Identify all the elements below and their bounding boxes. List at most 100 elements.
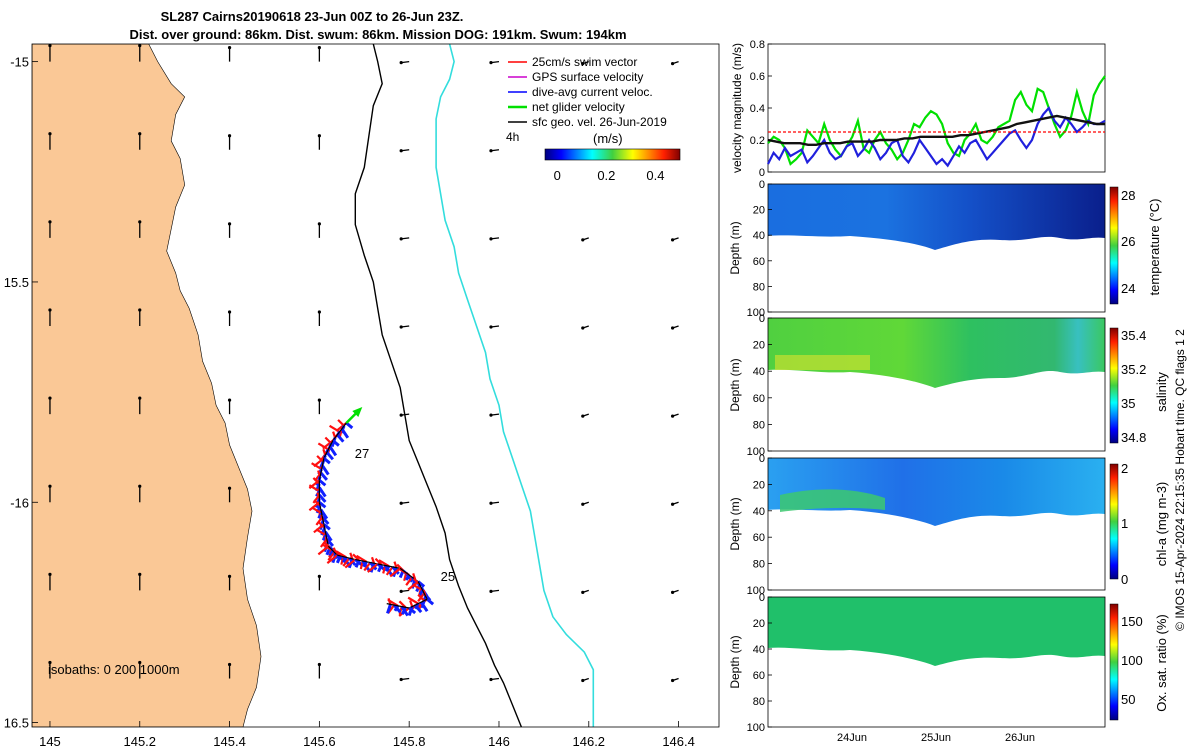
vector-arrow — [227, 398, 232, 415]
oxygen-cbar-tick-100: 100 — [1121, 653, 1143, 668]
vector-arrow — [227, 662, 232, 679]
legend-label-gps: GPS surface velocity — [532, 70, 643, 84]
chla-ylabel: Depth (m) — [728, 497, 742, 550]
vector-arrow — [227, 574, 232, 591]
velocity-ytick-label: 0.4 — [750, 103, 765, 115]
vector-arrow — [399, 413, 410, 417]
temperature-frame — [767, 183, 1106, 313]
velocity-ytick-label: 0 — [759, 167, 765, 179]
depth-tick-label: 0 — [759, 179, 765, 191]
map-colorbar — [544, 148, 681, 161]
vector-arrow — [581, 61, 589, 66]
oxygen-colorbar — [1109, 603, 1119, 721]
map-panel: 145 145.2 145.4 145.6 145.8 146 146.2 146.4 -15 1… — [4, 43, 720, 749]
vector-arrow — [138, 484, 142, 503]
vector-arrow — [670, 677, 679, 683]
map-ytick-label: -15 — [10, 55, 29, 70]
depth-tick-label: 80 — [753, 281, 765, 293]
chla-cbar-tick-2: 2 — [1121, 461, 1128, 476]
section-panels: 28 26 24 temperature (°C) Depth (m) 35.4… — [728, 179, 1169, 744]
depth-tick-label: 40 — [753, 230, 765, 242]
map-xtick-label: 146.2 — [573, 734, 606, 749]
track-segment — [329, 419, 354, 448]
depth-tick-label: 20 — [753, 618, 765, 630]
chla-subsurface-max — [780, 489, 885, 512]
chla-panel: 2 1 0 chl-a (mg m-3) Depth (m) — [728, 457, 1169, 591]
oxygen-cbar-tick-150: 150 — [1121, 614, 1143, 629]
map-axis-ticks: 145 145.2 145.4 145.6 145.8 146 146.2 146.4 -15 1… — [4, 55, 695, 749]
salinity-surface-patch — [775, 355, 870, 370]
depth-tick-label: 80 — [753, 419, 765, 431]
legend-note: 4h — [506, 130, 519, 144]
velocity-ytick-label: 0.8 — [750, 39, 765, 51]
track-segment — [386, 598, 417, 617]
legend-label-current: dive-avg current veloc. — [532, 85, 653, 99]
vector-arrow — [227, 46, 232, 62]
vector-arrow — [399, 501, 410, 505]
oxygen-cbar-tick-50: 50 — [1121, 692, 1135, 707]
vector-arrow — [489, 677, 500, 682]
depth-tick-label: 80 — [753, 696, 765, 708]
vector-arrow — [670, 325, 679, 330]
xtick-25jun: 25Jun — [921, 732, 951, 744]
depth-tick-label: 0 — [759, 453, 765, 465]
vector-arrow — [317, 222, 321, 238]
chla-section — [768, 458, 1105, 526]
depth-tick-label: 60 — [753, 393, 765, 405]
vector-arrow — [489, 501, 500, 505]
vector-arrow — [317, 134, 321, 150]
salinity-cbar-tick-34.8: 34.8 — [1121, 430, 1146, 445]
vector-arrow — [48, 44, 52, 62]
vector-arrow — [399, 589, 410, 594]
vector-arrow — [227, 134, 232, 150]
temperature-ylabel: Depth (m) — [728, 221, 742, 274]
vector-arrow — [670, 589, 679, 595]
vector-arrow — [489, 413, 500, 417]
velocity-ytick-label: 0.2 — [750, 135, 765, 147]
vector-arrow — [581, 413, 589, 418]
depth-tick-label: 40 — [753, 366, 765, 378]
vector-arrow — [138, 660, 142, 679]
xtick-26jun: 26Jun — [1005, 732, 1035, 744]
vector-arrow — [670, 501, 679, 506]
map-xtick-label: 146.4 — [662, 734, 695, 749]
depth-tick-label: 80 — [753, 559, 765, 571]
velocity-series — [767, 75, 1106, 168]
temperature-cbar-tick-28: 28 — [1121, 188, 1135, 203]
depth-tick-label: 0 — [759, 313, 765, 325]
map-ytick-label: 15.5 — [4, 275, 29, 290]
map-frame — [31, 43, 720, 728]
salinity-section — [768, 318, 1105, 388]
depth-tick-label: 20 — [753, 205, 765, 217]
vector-arrow — [138, 572, 142, 591]
vector-arrow — [48, 484, 52, 503]
colorbar-tick-0.4: 0.4 — [646, 168, 664, 183]
temperature-cbar-tick-24: 24 — [1121, 281, 1135, 296]
vector-arrow — [48, 220, 52, 238]
map-xtick-label: 145.8 — [393, 734, 426, 749]
colorbar-tick-0: 0 — [554, 168, 561, 183]
track-segment — [367, 557, 401, 578]
oxygen-panel: 150 100 50 Ox. sat. ratio (%) Depth (m) … — [728, 596, 1169, 744]
oxygen-cbar-label: Ox. sat. ratio (%) — [1154, 614, 1169, 712]
velocity-axes — [767, 43, 1106, 173]
depth-tick-label: 100 — [747, 307, 765, 319]
chla-frame — [767, 457, 1106, 591]
velocity-line — [767, 105, 1106, 168]
map-xtick-label: 145.2 — [123, 734, 156, 749]
vector-arrow — [581, 501, 589, 506]
vector-arrow — [138, 220, 142, 238]
vector-arrow — [317, 310, 321, 327]
vector-arrow — [489, 589, 500, 594]
vector-arrow — [227, 486, 232, 503]
vector-arrow — [138, 308, 142, 327]
legend-label-geo: sfc geo. vel. 26-Jun-2019 — [532, 115, 667, 129]
vector-arrow — [489, 149, 500, 153]
vector-arrow — [317, 398, 321, 415]
depth-tick-label: 60 — [753, 532, 765, 544]
depth-tick-label: 20 — [753, 340, 765, 352]
temperature-panel: 28 26 24 temperature (°C) Depth (m) — [728, 183, 1162, 313]
vector-arrow — [317, 662, 321, 679]
day-label-25: 25 — [441, 569, 455, 584]
velocity-panel: 0 0.2 0.4 0.6 0.8 velocity magnitude (m/s) — [730, 39, 1106, 179]
